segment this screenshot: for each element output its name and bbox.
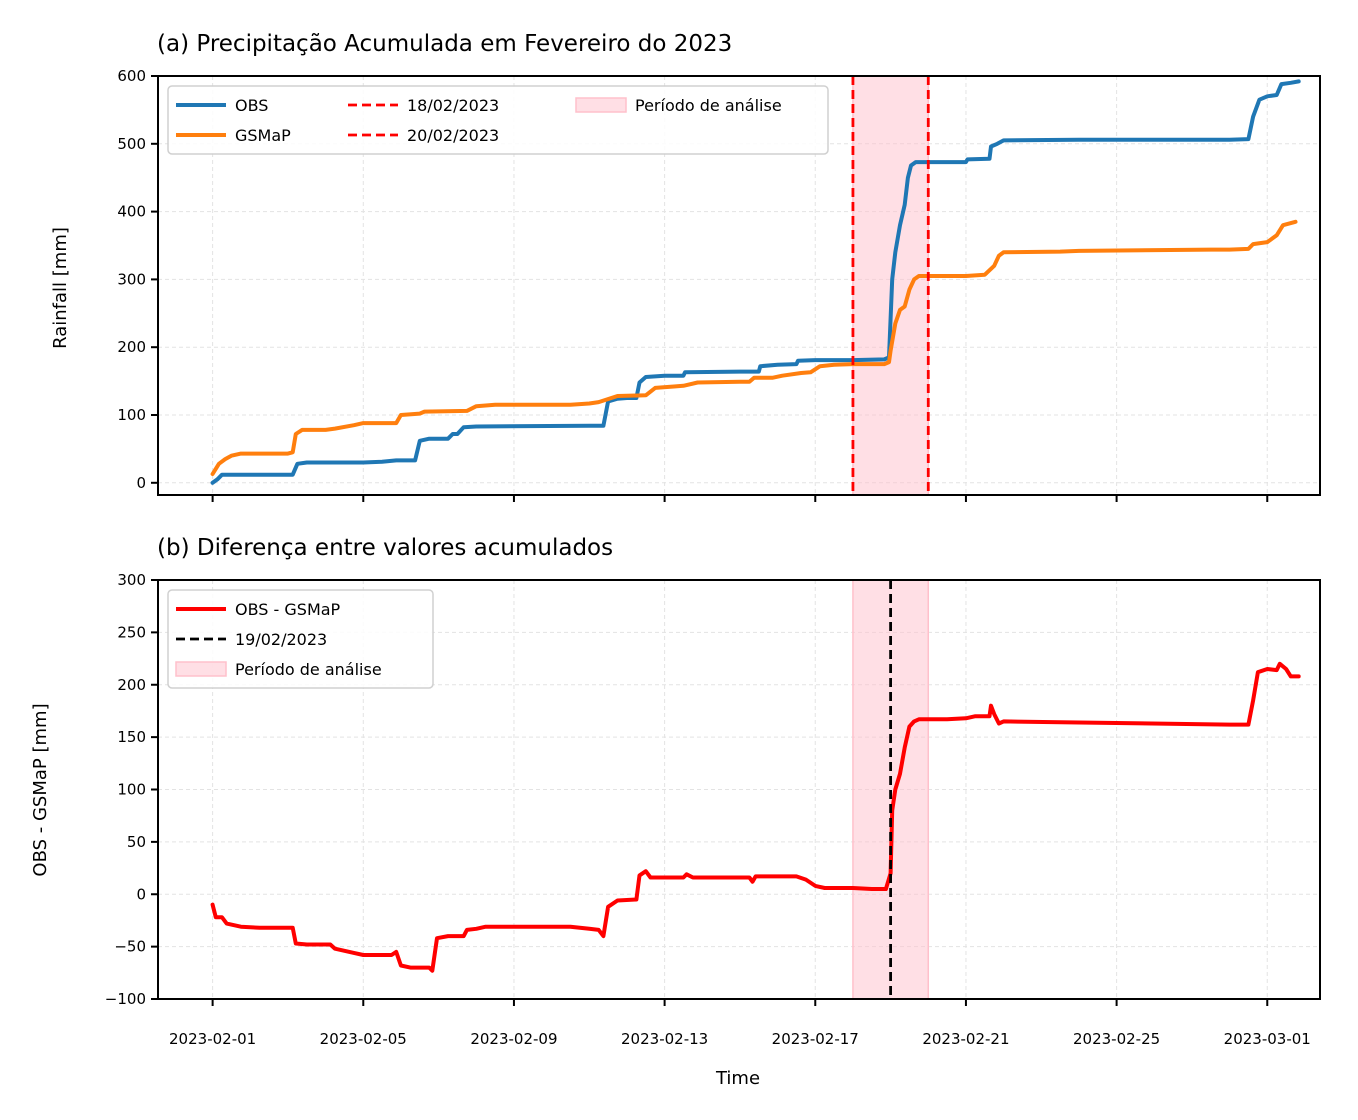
analysis-period-span	[852, 579, 930, 1000]
legend-box	[167, 85, 829, 155]
x-tick-label: 2023-02-25	[1073, 1030, 1160, 1048]
y-tick-label: 250	[117, 623, 146, 641]
panel-b-axes-frame	[157, 579, 1321, 1000]
panel-a-title: (a) Precipitação Acumulada em Fevereiro …	[157, 31, 732, 57]
panel-b-series	[210, 661, 1301, 973]
legend-label: 20/02/2023	[407, 126, 499, 145]
panel-b-title: (b) Diferença entre valores acumulados	[157, 535, 613, 561]
y-tick-label: −50	[114, 938, 146, 956]
x-tick-label: 2023-03-01	[1224, 1030, 1311, 1048]
panel-b-y-ticks: −100 −50 0 50 100 150 200 250 300	[105, 571, 158, 1008]
y-tick-label: 200	[117, 338, 146, 356]
y-tick-label: 150	[117, 728, 146, 746]
y-tick-label: 300	[117, 270, 146, 288]
panel-a-y-axis-label: Rainfall [mm]	[50, 227, 71, 349]
x-tick-label: 2023-02-21	[922, 1030, 1009, 1048]
x-tick-label: 2023-02-17	[772, 1030, 859, 1048]
y-tick-label: 100	[117, 406, 146, 424]
legend-label: 18/02/2023	[407, 96, 499, 115]
panel-b-analysis-span	[852, 579, 930, 1000]
panel-a-y-ticks: 0 100 200 300 400 500 600	[117, 67, 158, 492]
panel-b-x-ticks: 2023-02-01 2023-02-05 2023-02-09 2023-02-13…	[169, 999, 1311, 1048]
x-tick-label: 2023-02-13	[621, 1030, 708, 1048]
legend-label: Período de análise	[235, 660, 382, 679]
x-tick-label: 2023-02-01	[169, 1030, 256, 1048]
y-tick-label: 600	[117, 67, 146, 85]
legend-swatch	[575, 97, 627, 113]
x-tick-label: 2023-02-09	[470, 1030, 557, 1048]
panel-a-axes-frame	[157, 75, 1321, 496]
panel-b-y-axis-label: OBS - GSMaP [mm]	[30, 703, 51, 876]
panel-b-difference: (b) Diferença entre valores acumulados −…	[30, 535, 1321, 1089]
legend-label: OBS	[235, 96, 268, 115]
panel-b-legend: OBS - GSMaP 19/02/2023 Período de análise	[167, 589, 434, 689]
panel-a-series	[210, 79, 1301, 485]
panel-a-rainfall: (a) Precipitação Acumulada em Fevereiro …	[50, 31, 1321, 502]
legend-swatch	[175, 661, 227, 677]
legend-label: OBS - GSMaP	[235, 600, 341, 619]
y-tick-label: 200	[117, 676, 146, 694]
y-tick-label: 50	[127, 833, 146, 851]
y-tick-label: 500	[117, 135, 146, 153]
y-tick-label: 300	[117, 571, 146, 589]
y-tick-label: 100	[117, 781, 146, 799]
series-line	[210, 79, 1301, 485]
legend-label: 19/02/2023	[235, 630, 327, 649]
legend-box	[167, 589, 434, 689]
panel-a-x-ticks	[211, 495, 1269, 502]
legend-label: GSMaP	[235, 126, 291, 145]
panel-b-x-axis-label: Time	[715, 1068, 760, 1089]
y-tick-label: −100	[105, 990, 146, 1008]
y-tick-label: 400	[117, 203, 146, 221]
series-line	[210, 661, 1301, 973]
series-line	[210, 219, 1298, 476]
panel-a-legend: OBS GSMaP 18/02/2023 20/02/2023 Período de a…	[167, 85, 829, 155]
y-tick-label: 0	[136, 885, 146, 903]
x-tick-label: 2023-02-05	[320, 1030, 407, 1048]
y-tick-label: 0	[136, 474, 146, 492]
legend-label: Período de análise	[635, 96, 782, 115]
